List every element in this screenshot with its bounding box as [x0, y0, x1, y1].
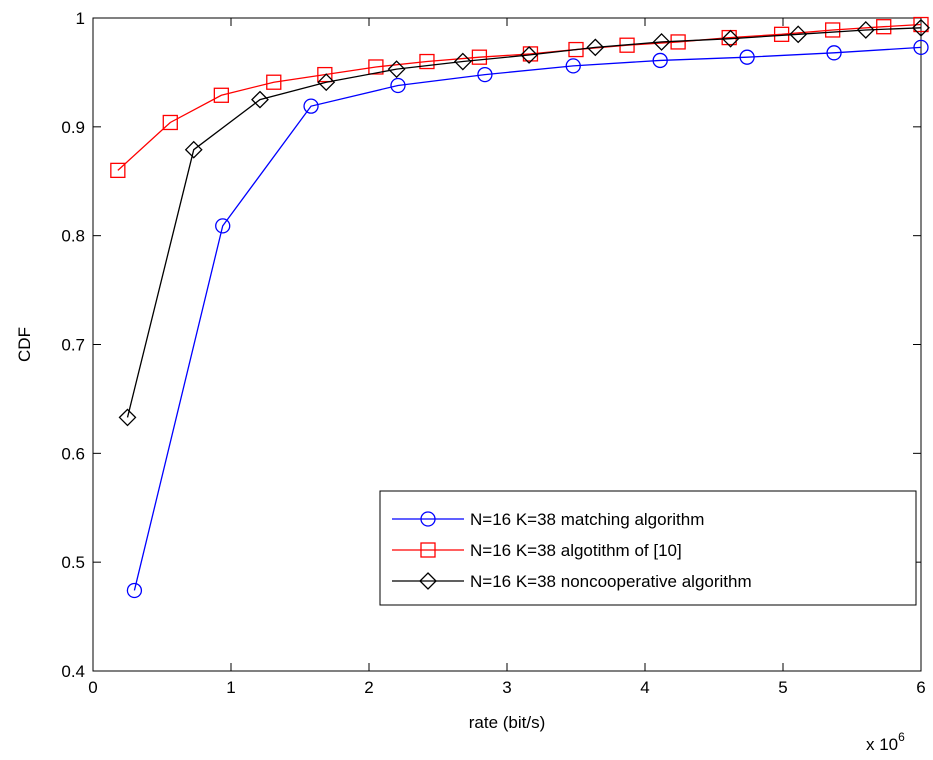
series-line: [133, 46, 922, 591]
data-point-diamond: [912, 18, 930, 37]
data-point-circle: [126, 582, 143, 599]
legend-marker-square: [420, 542, 436, 558]
legend-box: [379, 490, 917, 606]
y-axis-label: CDF: [15, 327, 34, 362]
label-layer: rate (bit/s) CDF x 106: [15, 327, 905, 754]
series-line: [126, 27, 922, 418]
legend-label: N=16 K=38 noncooperative algorithm: [470, 572, 752, 591]
y-tick-label: 1: [76, 9, 85, 28]
data-point-circle: [739, 49, 755, 65]
data-point-diamond: [856, 21, 875, 39]
data-point-diamond: [586, 38, 605, 57]
legend-marker-diamond: [419, 572, 437, 590]
data-point-square: [162, 114, 178, 131]
data-point-circle: [215, 218, 231, 234]
data-point-square: [317, 66, 333, 83]
data-point-diamond: [387, 60, 406, 79]
y-tick-label: 0.5: [61, 553, 85, 572]
data-point-square: [876, 19, 892, 35]
data-point-circle: [390, 77, 406, 94]
y-tick-label: 0.4: [61, 662, 85, 681]
x-axis-exponent-base: x 10: [866, 735, 898, 754]
data-point-square: [825, 22, 841, 38]
x-tick-label: 2: [364, 678, 373, 697]
data-point-diamond: [789, 25, 808, 44]
data-point-diamond: [317, 73, 336, 92]
x-axis-exponent-power: 6: [898, 730, 905, 744]
data-point-diamond: [721, 29, 740, 48]
y-tick-label: 0.8: [61, 227, 85, 246]
x-tick-label: 6: [916, 678, 925, 697]
data-point-circle: [913, 39, 929, 56]
data-point-circle: [652, 52, 668, 69]
data-point-diamond: [184, 140, 203, 159]
x-tick-label: 4: [640, 678, 649, 697]
data-point-diamond: [520, 46, 538, 64]
x-tick-label: 5: [778, 678, 787, 697]
legend-label: N=16 K=38 matching algorithm: [470, 510, 704, 529]
y-tick-label: 0.7: [61, 336, 85, 355]
x-axis-exponent: x 106: [866, 730, 905, 754]
x-tick-label: 1: [226, 678, 235, 697]
x-tick-label: 3: [502, 678, 511, 697]
data-point-square: [568, 41, 584, 58]
legend-label: N=16 K=38 algotithm of [10]: [470, 541, 682, 560]
data-point-circle: [303, 98, 319, 114]
legend-entry: N=16 K=38 noncooperative algorithm: [392, 572, 752, 591]
series-line: [117, 23, 922, 171]
data-point-square: [110, 162, 126, 179]
y-tick-label: 0.6: [61, 444, 85, 463]
data-point-diamond: [652, 33, 671, 51]
data-point-diamond: [251, 90, 269, 109]
data-point-diamond: [453, 52, 472, 71]
data-point-circle: [477, 66, 493, 83]
series-circle: [126, 39, 929, 599]
data-point-square: [419, 53, 435, 70]
data-point-square: [913, 16, 929, 33]
series-square: [110, 16, 929, 179]
data-point-square: [471, 49, 488, 65]
data-point-square: [368, 59, 384, 75]
legend-marker-circle: [420, 511, 436, 527]
legend: N=16 K=38 matching algorithm N=16 K=38 al…: [379, 490, 917, 606]
tick-layer: 0 1 2 3 4 5 6 0.4 0.5 0.6 0.7 0.8 0.9 1: [61, 9, 925, 697]
data-point-diamond: [118, 408, 137, 427]
data-point-circle: [826, 45, 842, 61]
data-point-circle: [565, 58, 581, 74]
legend-entry: N=16 K=38 matching algorithm: [392, 510, 704, 529]
series-diamond: [118, 18, 930, 427]
x-axis-label: rate (bit/s): [469, 713, 546, 732]
data-point-square: [266, 74, 282, 90]
y-tick-label: 0.9: [61, 118, 85, 137]
x-tick-label: 0: [88, 678, 97, 697]
series-layer: [110, 16, 930, 599]
legend-entry: N=16 K=38 algotithm of [10]: [392, 541, 682, 560]
data-point-square: [213, 87, 229, 103]
